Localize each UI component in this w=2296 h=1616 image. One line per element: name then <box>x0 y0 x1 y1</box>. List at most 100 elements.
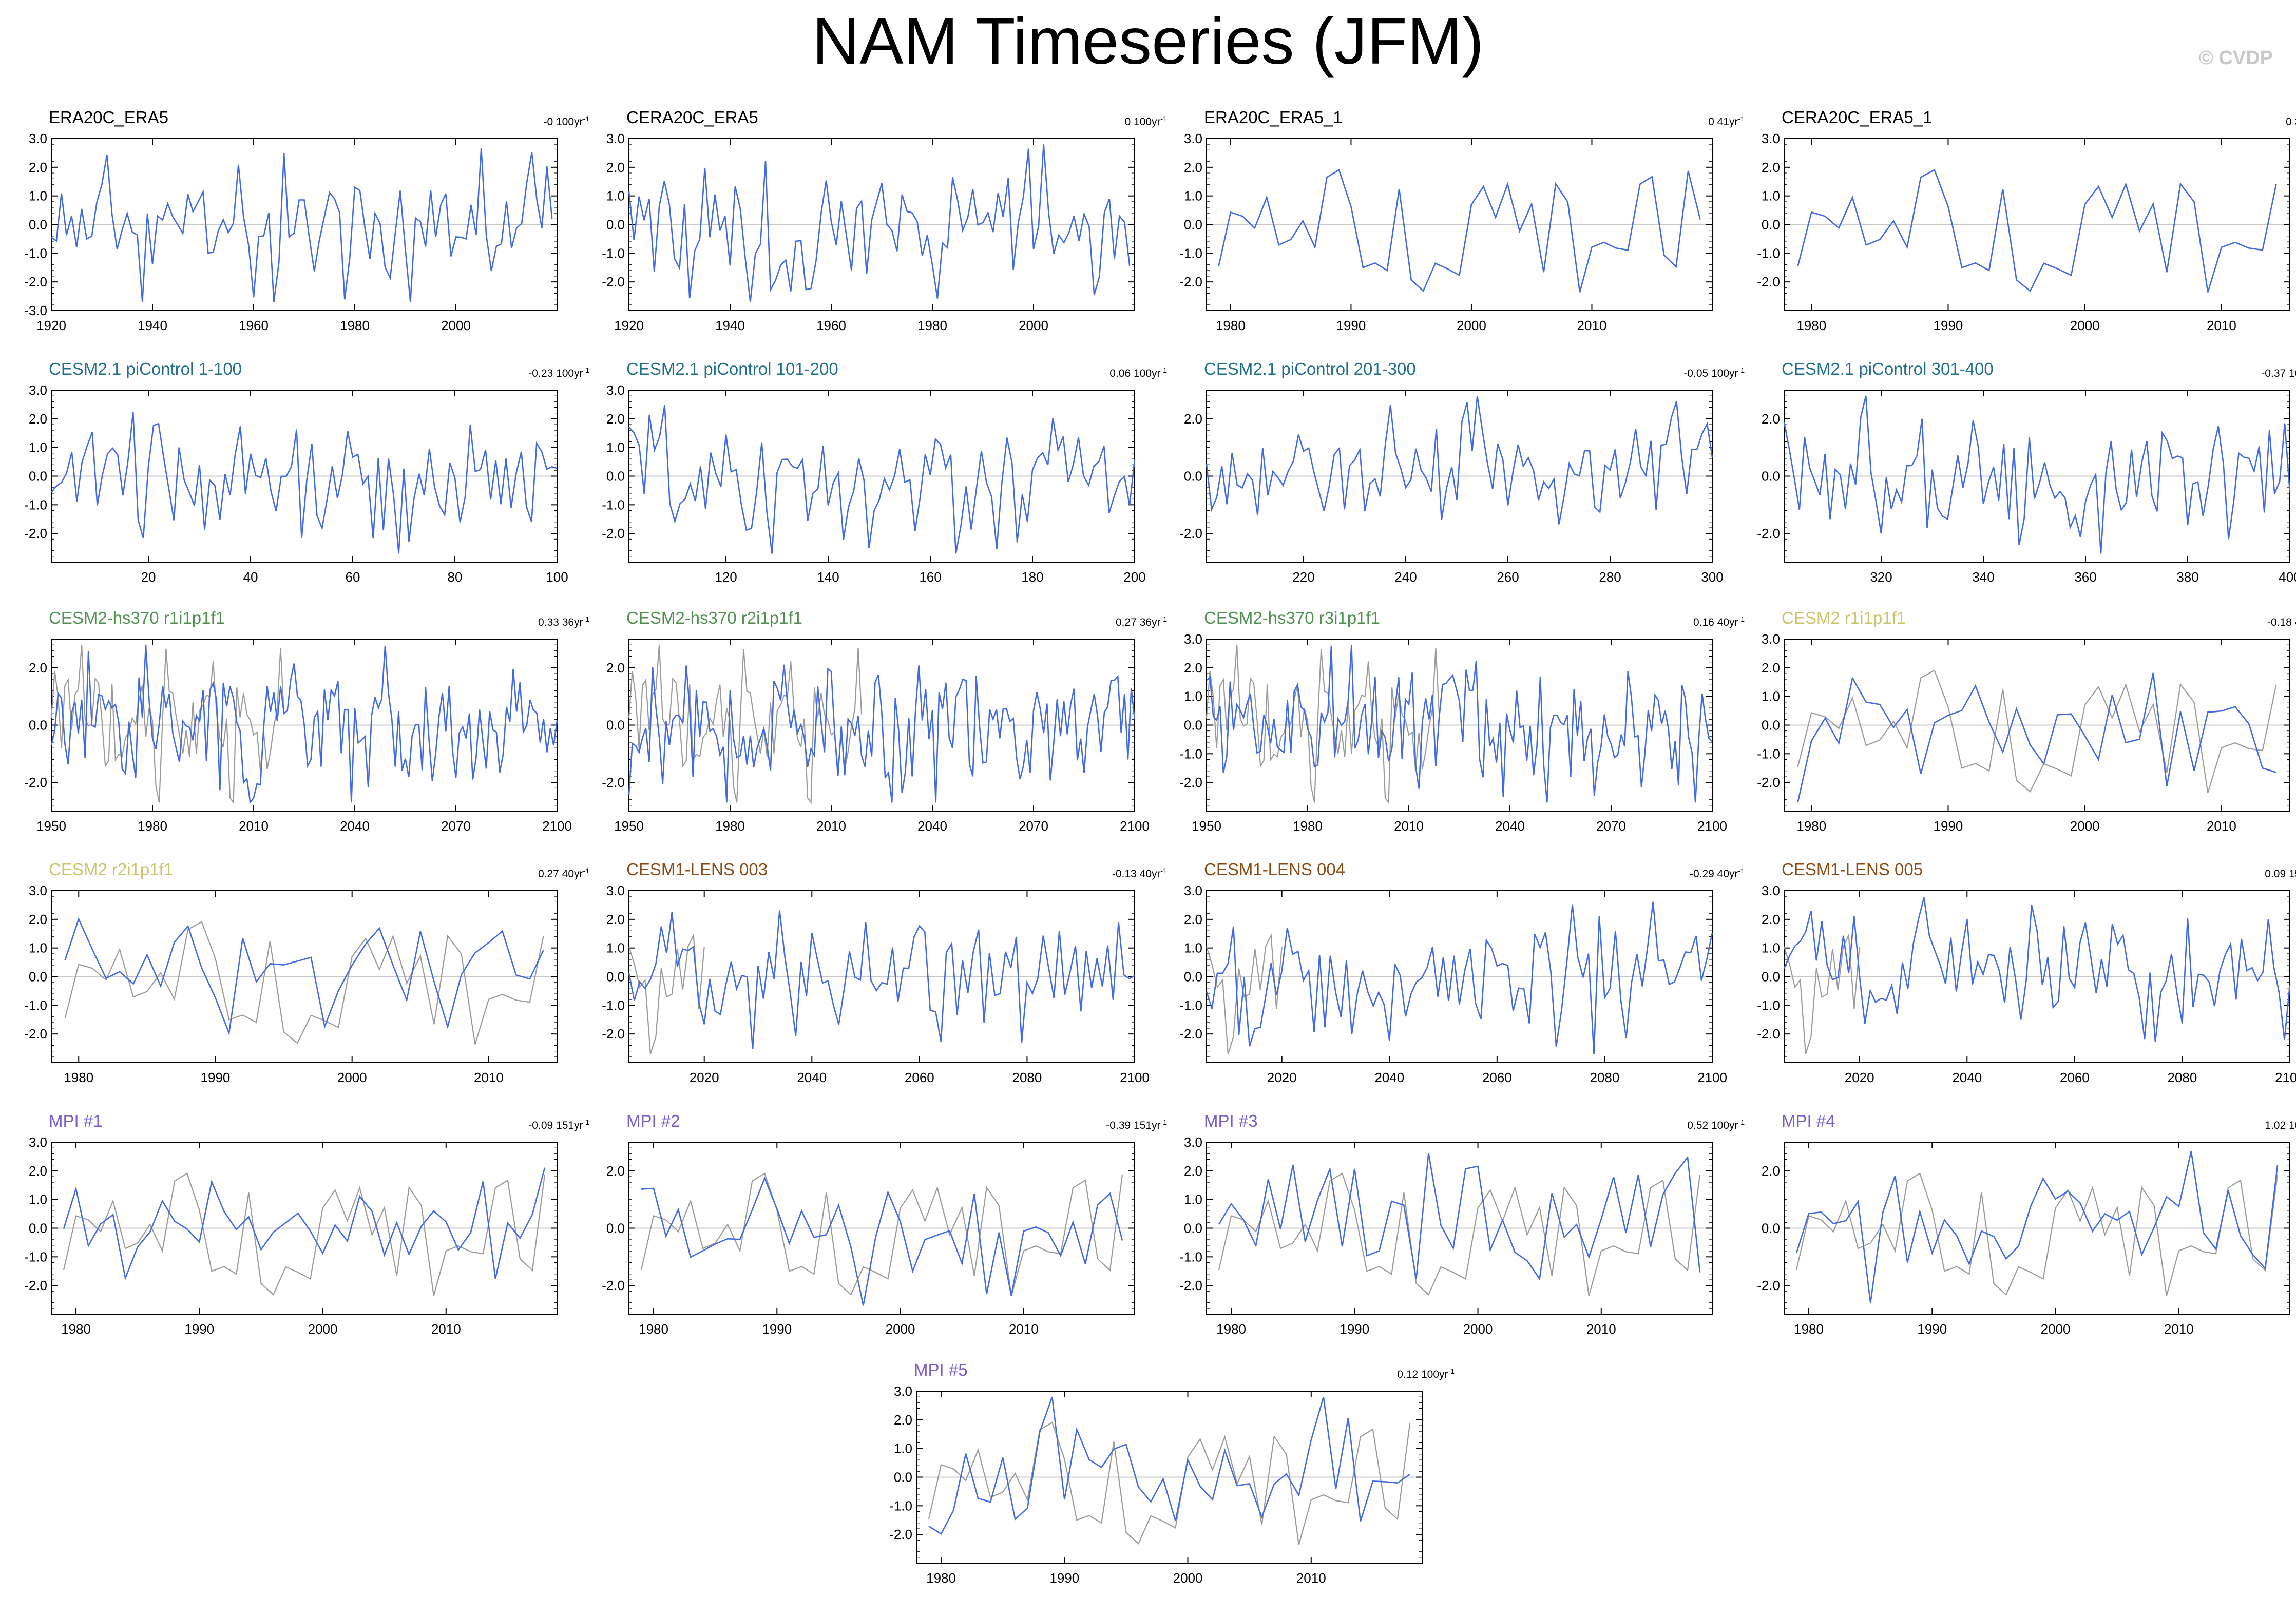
x-tick-label: 2040 <box>340 818 370 834</box>
panel-title: MPI #3 <box>1204 1111 1258 1130</box>
x-tick-label: 1920 <box>614 318 644 333</box>
panel-trend-label: 0 100yr-1 <box>1125 112 1168 129</box>
y-tick-label: 0.0 <box>1762 969 1780 985</box>
panel-plot: 2.0 0.0 -2.0 1980 1990 2000 2010 <box>1757 1142 2290 1337</box>
y-tick-label: -1.0 <box>1179 997 1202 1013</box>
x-tick-label: 220 <box>1292 569 1314 585</box>
trend-value: 0.33 36yr <box>538 617 583 628</box>
y-tick-label: -1.0 <box>1757 245 1780 261</box>
panel-p18: MPI #2 -0.39 151yr-1 2.0 0.0 -2.0 1980 1990 200… <box>588 1111 1173 1353</box>
x-tick-label: 360 <box>2074 569 2096 585</box>
y-tick-label: 1.0 <box>1762 188 1780 204</box>
x-tick-label: 2040 <box>1495 818 1525 834</box>
x-tick-label: 2020 <box>1845 1070 1874 1085</box>
y-tick-label: 0.0 <box>606 969 625 985</box>
trend-value: -0.23 100yr <box>528 368 583 379</box>
x-tick-label: 2010 <box>816 818 846 834</box>
trend-exponent: -1 <box>1160 615 1167 623</box>
y-tick-label: -1.0 <box>24 997 47 1013</box>
panel-p9: CESM2-hs370 r1i1p1f1 0.33 36yr-1 2.0 0.0 -2.… <box>10 608 596 850</box>
x-tick-label: 2010 <box>1009 1321 1039 1337</box>
panel-plot: 3.0 2.0 1.0 0.0 -1.0 -2.0 1980 1990 2000 2010 <box>1757 131 2290 333</box>
panel-trend-label: -0.37 100yr-1 <box>2261 363 2296 380</box>
y-tick-label: 0.0 <box>29 1221 47 1236</box>
x-tick-label: 2080 <box>1590 1070 1620 1085</box>
trend-value: -0.13 40yr <box>1112 868 1161 880</box>
y-tick-label: 0.0 <box>1762 718 1780 733</box>
panel-p16: CESM1-LENS 005 0.09 151yr-1 3.0 2.0 1.0 0.0 -1… <box>1743 860 2296 1101</box>
panel-plot: 2.0 0.0 -2.0 1950 1980 2010 2040 2070 2100 <box>602 639 1150 834</box>
y-tick-label: -2.0 <box>1179 274 1202 290</box>
y-tick-label: 0.0 <box>606 718 625 733</box>
panel-plot: 3.0 2.0 1.0 0.0 -1.0 -2.0 1920 1940 1960 1980 2000 <box>602 131 1135 333</box>
y-tick-label: 2.0 <box>606 660 625 676</box>
trend-exponent: -1 <box>1738 366 1745 374</box>
panel-trend-label: 0.09 151yr-1 <box>2265 864 2296 881</box>
observed-series-line <box>64 921 544 1045</box>
y-tick-label: 2.0 <box>29 660 47 676</box>
observed-series-line <box>63 1172 546 1296</box>
x-tick-label: 80 <box>448 569 463 585</box>
y-tick-label: 2.0 <box>606 1163 625 1179</box>
panel-title: CESM2-hs370 r1i1p1f1 <box>49 608 225 627</box>
x-tick-label: 400 <box>2279 569 2296 585</box>
panel-title: CESM2-hs370 r3i1p1f1 <box>1204 608 1381 627</box>
y-tick-label: -2.0 <box>1179 526 1202 541</box>
trend-exponent: -1 <box>1160 867 1167 875</box>
observed-series-line <box>640 1172 1123 1296</box>
panel-trend-label: -0.13 40yr-1 <box>1112 864 1167 881</box>
y-tick-label: -2.0 <box>24 1278 47 1293</box>
panel-title: ERA20C_ERA5 <box>49 108 168 127</box>
panel-title: CESM2.1 piControl 1-100 <box>49 359 242 378</box>
panel-trend-label: 1.02 100yr-1 <box>2265 1115 2296 1132</box>
x-tick-label: 2010 <box>1296 1570 1326 1586</box>
panel-plot: 3.0 2.0 1.0 0.0 -1.0 -2.0 1950 1980 2010 2040 2070… <box>1179 631 1727 834</box>
model-series-line <box>628 144 1131 302</box>
panel-p17: MPI #1 -0.09 151yr-1 3.0 2.0 1.0 0.0 -1.0 -2.0 1… <box>10 1111 596 1353</box>
x-tick-label: 2000 <box>886 1321 915 1337</box>
x-tick-label: 1980 <box>926 1570 956 1586</box>
x-tick-label: 340 <box>1972 569 1994 585</box>
observed-series-line <box>1795 1172 2279 1296</box>
y-tick-label: 2.0 <box>1184 660 1202 676</box>
x-tick-label: 180 <box>1021 569 1043 585</box>
x-tick-label: 1980 <box>64 1070 93 1085</box>
x-tick-label: 2000 <box>1463 1321 1493 1337</box>
x-tick-label: 2040 <box>917 818 947 834</box>
y-tick-label: 2.0 <box>1762 411 1780 427</box>
x-tick-label: 1990 <box>201 1070 231 1085</box>
y-tick-label: -2.0 <box>1757 526 1780 541</box>
trend-value: -0.18 40yr <box>2267 617 2296 628</box>
x-tick-label: 2000 <box>1173 1570 1203 1586</box>
trend-exponent: -1 <box>583 615 589 623</box>
y-tick-label: -2.0 <box>1757 274 1780 290</box>
y-tick-label: -1.0 <box>1757 997 1780 1013</box>
x-tick-label: 2100 <box>1697 818 1727 834</box>
y-tick-label: 1.0 <box>606 940 625 956</box>
x-tick-label: 2010 <box>2207 818 2236 834</box>
y-tick-label: -2.0 <box>602 274 625 290</box>
y-tick-label: -2.0 <box>24 526 47 541</box>
y-tick-label: 0.0 <box>1762 469 1780 484</box>
panel-plot: 2.0 0.0 -2.0 320 340 360 380 400 <box>1757 390 2296 585</box>
trend-value: 0.06 100yr <box>1109 368 1161 379</box>
x-tick-label: 2010 <box>2164 1321 2194 1337</box>
x-tick-label: 2000 <box>2070 818 2100 834</box>
y-tick-label: 2.0 <box>606 160 625 175</box>
panel-plot: 2.0 0.0 -2.0 220 240 260 280 300 <box>1179 390 1724 585</box>
trend-value: -0.09 151yr <box>528 1120 583 1131</box>
y-tick-label: 1.0 <box>1184 689 1202 704</box>
trend-value: -0 100yr <box>543 116 583 128</box>
panel-trend-label: -0.05 100yr-1 <box>1683 363 1745 380</box>
observed-series-line <box>50 645 285 804</box>
panel-title: ERA20C_ERA5_1 <box>1204 108 1343 127</box>
y-tick-label: 1.0 <box>1184 1192 1202 1207</box>
x-tick-label: 60 <box>346 569 360 585</box>
panel-p3: ERA20C_ERA5_1 0 41yr-1 3.0 2.0 1.0 0.0 -1.0 -2.… <box>1165 108 1751 349</box>
x-tick-label: 1940 <box>715 318 745 333</box>
x-tick-label: 1960 <box>239 318 269 333</box>
model-series-line <box>1218 168 1701 293</box>
y-tick-label: -1.0 <box>1757 746 1780 761</box>
trend-value: 0.09 151yr <box>2265 868 2296 880</box>
